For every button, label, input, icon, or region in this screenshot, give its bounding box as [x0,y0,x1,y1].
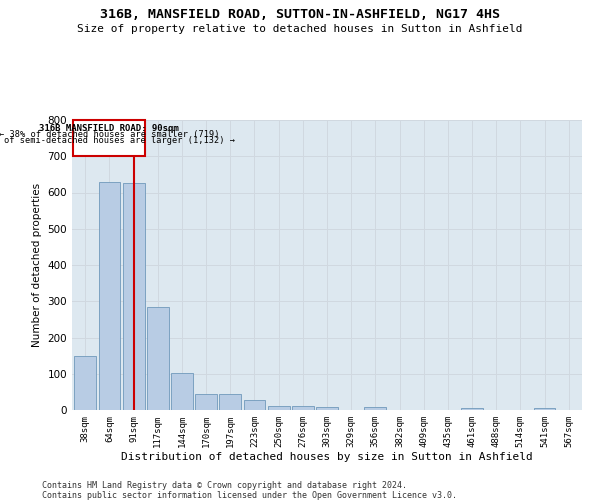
Text: Contains HM Land Registry data © Crown copyright and database right 2024.: Contains HM Land Registry data © Crown c… [42,481,407,490]
Bar [244,400,265,410]
Bar [220,394,241,410]
Bar [171,372,193,410]
Bar [74,356,96,410]
Bar [533,408,556,410]
Bar [364,407,386,410]
Text: ← 38% of detached houses are smaller (719): ← 38% of detached houses are smaller (71… [0,130,219,139]
Text: 316B, MANSFIELD ROAD, SUTTON-IN-ASHFIELD, NG17 4HS: 316B, MANSFIELD ROAD, SUTTON-IN-ASHFIELD… [100,8,500,20]
Bar [268,406,290,410]
Bar [147,306,169,410]
Text: 316B MANSFIELD ROAD: 90sqm: 316B MANSFIELD ROAD: 90sqm [39,124,179,132]
Text: Contains public sector information licensed under the Open Government Licence v3: Contains public sector information licen… [42,491,457,500]
Text: Size of property relative to detached houses in Sutton in Ashfield: Size of property relative to detached ho… [77,24,523,34]
Bar [195,394,217,410]
Bar [316,407,338,410]
Bar [98,182,121,410]
Y-axis label: Number of detached properties: Number of detached properties [32,183,42,347]
Bar [292,406,314,410]
Text: Distribution of detached houses by size in Sutton in Ashfield: Distribution of detached houses by size … [121,452,533,462]
Bar [73,120,145,156]
Bar [123,184,145,410]
Text: 60% of semi-detached houses are larger (1,132) →: 60% of semi-detached houses are larger (… [0,136,235,145]
Bar [461,408,483,410]
